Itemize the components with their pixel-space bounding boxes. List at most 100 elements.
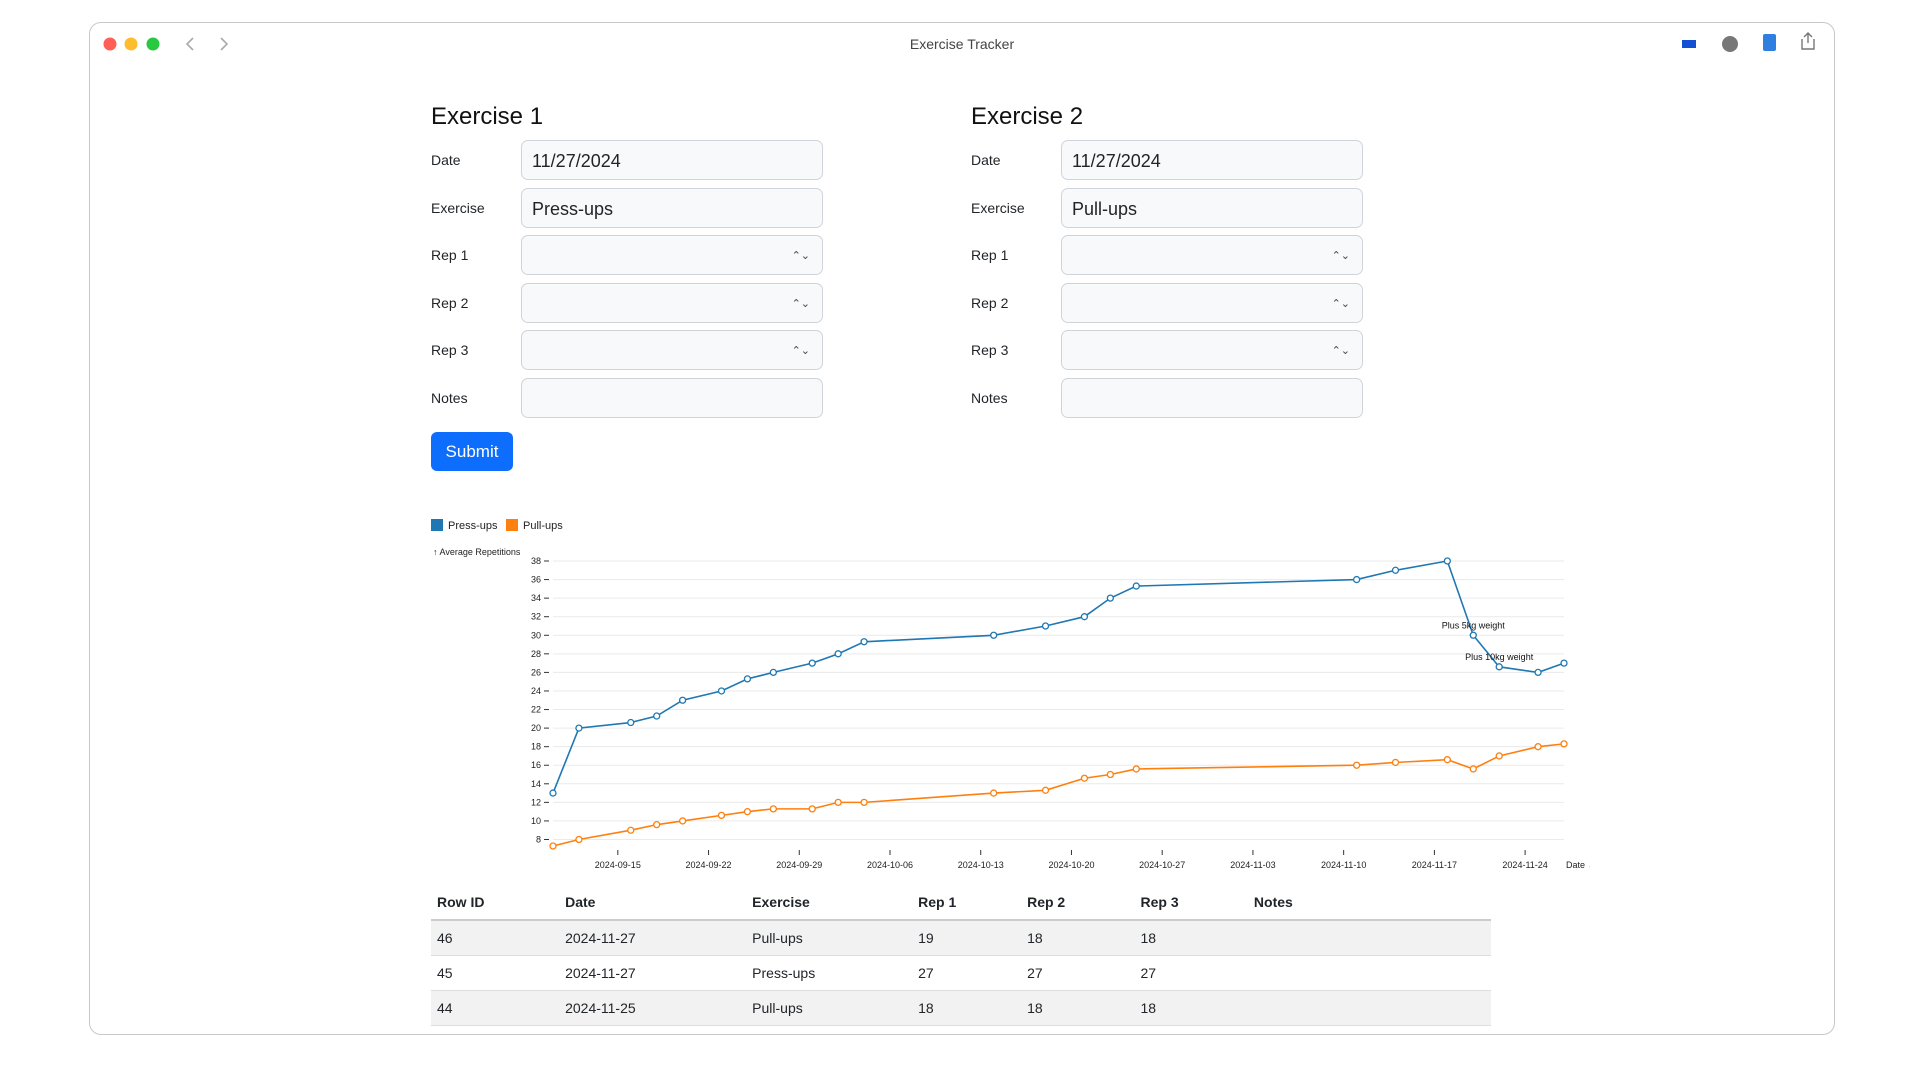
minimize-button[interactable] — [124, 37, 138, 51]
data-point — [769, 805, 777, 813]
data-point — [1495, 663, 1503, 671]
y-tick-label: 8 — [536, 835, 541, 845]
data-table: Row ID Date Exercise Rep 1 Rep 2 Rep 3 Notes 46… — [431, 885, 1491, 1034]
legend-swatch — [506, 519, 518, 531]
spinner: ⌃⌄ — [791, 297, 810, 310]
table-cell: 2024-11-27 — [559, 955, 747, 991]
submit-button[interactable]: Submit — [431, 432, 513, 471]
field-label: Rep 1 — [971, 247, 1009, 263]
table-cell: 19 — [912, 920, 1022, 956]
y-tick-label: 38 — [531, 556, 541, 566]
column-header: Rep 2 — [1021, 885, 1135, 921]
input-field[interactable] — [521, 377, 823, 418]
input-field[interactable]: ⌃⌄ — [1061, 282, 1363, 323]
data-point — [678, 817, 687, 825]
data-point — [808, 659, 816, 667]
table-row: 46 2024-11-27 Pull-ups 19 18 18 — [431, 920, 1491, 956]
table-cell: 26 — [1021, 1025, 1135, 1034]
input-field[interactable] — [1061, 377, 1363, 418]
field-label: Rep 1 — [431, 247, 469, 263]
y-tick-label: 14 — [531, 779, 541, 789]
x-tick-label: 2024-11-17 — [1412, 860, 1457, 870]
series-line — [552, 743, 1565, 847]
data-point — [717, 811, 726, 820]
y-tick-label: 20 — [531, 723, 541, 733]
data-point — [860, 798, 868, 807]
legend-label: Pull-ups — [523, 520, 563, 532]
input-field[interactable]: ⌃⌄ — [521, 330, 823, 370]
x-tick-label: 2024-11-10 — [1321, 860, 1366, 870]
annotation: Plus 10kg weight — [1465, 652, 1534, 662]
data-point — [834, 798, 842, 807]
input-field[interactable]: Pull-ups — [1061, 187, 1363, 228]
table-cell: Pull-ups — [746, 990, 913, 1026]
titlebar: Exercise Tracker — [103, 32, 1815, 52]
table-cell: 2024-11-25 — [559, 990, 747, 1026]
table-cell: 2024-11-27 — [559, 920, 747, 956]
field-label: Rep 2 — [431, 294, 469, 311]
table-row: 432024-11-25Press-ups262626 — [431, 1025, 1491, 1034]
data-point — [860, 638, 868, 646]
zoom-button[interactable] — [146, 37, 160, 51]
data-point — [769, 668, 777, 677]
data-point — [1469, 631, 1477, 639]
extension-icon[interactable] — [1763, 34, 1776, 51]
input-field[interactable]: 11/27/2024 — [1061, 140, 1363, 180]
input-field[interactable]: ⌃⌄ — [521, 235, 823, 275]
x-tick-label: 2024-11-03 — [1230, 860, 1275, 870]
spinner: ⌃⌄ — [1331, 297, 1350, 310]
forward-button[interactable] — [220, 37, 229, 51]
extension-icon[interactable] — [1682, 40, 1696, 48]
data-point — [743, 808, 752, 816]
y-tick-label: 36 — [531, 575, 541, 585]
header-row: Row ID Date Exercise Rep 1 Rep 2 Rep 3 Notes — [431, 885, 1491, 921]
table-cell — [1247, 920, 1491, 956]
data-point — [1495, 752, 1503, 760]
x-tick-label: 2024-10-13 — [958, 860, 1004, 870]
y-tick-label: 26 — [531, 667, 541, 677]
column-header: Rep 3 — [1134, 885, 1248, 921]
y-tick-label: 30 — [531, 630, 541, 640]
column-header: Rep 1 — [912, 885, 1022, 921]
y-tick-label: 22 — [531, 705, 541, 715]
data-point — [834, 650, 842, 658]
input-field[interactable]: 11/27/2024 — [521, 140, 823, 180]
data-point — [627, 718, 635, 727]
data-point — [627, 826, 635, 834]
extension-icon[interactable] — [1722, 36, 1738, 52]
input-field[interactable]: ⌃⌄ — [521, 282, 823, 323]
y-axis-label: ↑ Average Repetitions — [433, 547, 521, 557]
table-cell: 27 — [912, 955, 1022, 991]
close-button[interactable] — [103, 37, 117, 51]
input-field[interactable]: ⌃⌄ — [1061, 330, 1363, 370]
table-cell: Press-ups — [746, 1025, 913, 1034]
data-point — [1443, 756, 1451, 764]
table-cell: 27 — [1021, 955, 1135, 991]
share-button[interactable] — [1801, 32, 1815, 50]
data-point — [1041, 622, 1050, 630]
input-field[interactable]: ⌃⌄ — [1061, 235, 1363, 275]
data-point — [1534, 668, 1542, 677]
legend-label: Press-ups — [448, 520, 498, 532]
spinner: ⌃⌄ — [791, 250, 810, 262]
x-tick-label: 2024-09-22 — [686, 860, 732, 870]
table-cell: 18 — [1021, 920, 1135, 956]
input-field[interactable]: Press-ups — [521, 187, 823, 228]
field-label: Notes — [971, 389, 1008, 406]
browser-window: Exercise Tracker Exercise 1 Date 11/27/202… — [89, 22, 1835, 1035]
data-point — [1080, 774, 1089, 782]
data-point — [1132, 765, 1140, 773]
data-point — [990, 789, 998, 797]
field-label: Rep 3 — [971, 342, 1009, 358]
table-cell: 18 — [1134, 990, 1248, 1026]
data-point — [1391, 758, 1400, 767]
field-label: Notes — [431, 389, 468, 406]
field-label: Exercise — [431, 199, 485, 216]
data-point — [549, 842, 557, 850]
data-point — [743, 675, 752, 683]
column-header: Date — [559, 885, 747, 921]
x-tick-label: 2024-09-29 — [776, 860, 822, 870]
form-title: Exercise 2 — [971, 103, 1084, 130]
back-button[interactable] — [185, 37, 194, 51]
form-title: Exercise 1 — [431, 103, 544, 130]
